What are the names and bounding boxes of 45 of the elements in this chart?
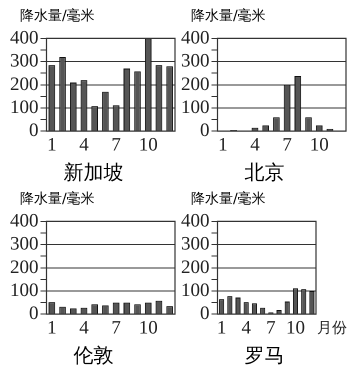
y-tick-label: 100 [181,280,210,301]
y-tick-label: 200 [181,74,210,95]
y-axis-title: 降水量/毫米 [19,8,95,25]
y-tick-label: 300 [181,234,210,255]
y-tick-label: 300 [181,50,210,72]
y-tick-label: 400 [10,210,38,232]
y-tick-label: 400 [181,210,210,232]
x-tick-label: 10 [310,134,329,156]
x-tick-label: 1 [47,134,57,156]
x-axis-title: 月份 [317,318,347,337]
text: 北京 [244,160,284,185]
y-tick-label: 0 [29,120,38,142]
y-tick-label: 0 [29,303,38,324]
y-tick-label: 200 [181,256,210,278]
x-tick-label: 7 [266,318,276,339]
y-tick-label: 0 [200,120,210,142]
x-tick-label: 1 [216,318,226,339]
y-tick-label: 100 [181,96,210,118]
text: 罗马 [244,343,284,368]
x-tick-label: 7 [111,134,121,156]
x-tick-label: 10 [286,318,305,339]
y-tick-label: 100 [10,96,38,118]
x-tick-label: 4 [79,318,90,339]
y-axis-title: 降水量/毫米 [190,8,266,25]
x-tick-label: 10 [138,318,158,339]
y-tick-label: 400 [181,27,210,48]
y-tick-label: 300 [10,234,38,255]
y-tick-label: 200 [10,74,38,95]
y-tick-label: 100 [10,280,38,301]
y-tick-label: 300 [10,50,38,72]
x-tick-label: 4 [250,134,260,156]
x-tick-label: 1 [47,318,57,339]
y-tick-label: 0 [200,303,210,324]
y-axis-title: 降水量/毫米 [190,191,266,208]
x-tick-label: 10 [138,134,158,156]
text: 伦敦 [74,343,114,368]
x-tick-label: 7 [282,134,292,156]
y-tick-label: 400 [10,27,38,48]
x-tick-label: 4 [79,134,90,156]
y-tick-label: 200 [10,256,38,278]
y-axis-title: 降水量/毫米 [19,191,95,208]
x-tick-label: 7 [111,318,121,339]
x-tick-label: 1 [218,134,228,156]
x-tick-label: 4 [241,318,252,339]
text: 新加坡 [64,160,124,185]
